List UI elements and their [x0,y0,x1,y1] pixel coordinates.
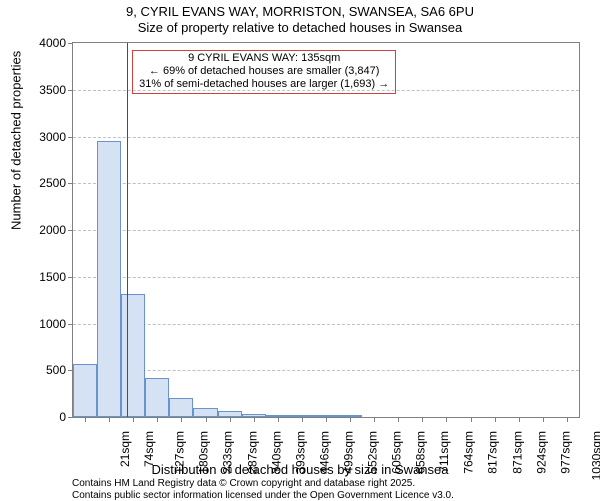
x-tick [422,417,423,422]
x-tick [181,417,182,422]
y-tick [68,43,73,44]
x-tick-label: 393sqm [293,431,307,474]
footer-line-2: Contains public sector information licen… [72,490,454,501]
y-tick-label: 3500 [39,83,66,97]
footer-line-1: Contains HM Land Registry data © Crown c… [72,478,454,490]
histogram-bar [121,294,145,417]
y-axis-label: Number of detached properties [9,51,24,230]
x-tick-label: 552sqm [366,431,380,474]
x-tick [398,417,399,422]
x-tick [206,417,207,422]
footer-attribution: Contains HM Land Registry data © Crown c… [72,478,454,501]
y-tick [68,324,73,325]
x-tick-label: 127sqm [173,431,187,474]
x-tick [471,417,472,422]
x-tick-label: 180sqm [197,431,211,474]
x-tick-label: 977sqm [558,431,572,474]
y-tick-label: 2500 [39,176,66,190]
histogram-bar [169,398,193,417]
x-tick [519,417,520,422]
x-tick-label: 499sqm [342,431,356,474]
x-tick-label: 340sqm [269,431,283,474]
x-tick-label: 1030sqm [589,431,600,480]
y-tick-label: 4000 [39,36,66,50]
x-tick [495,417,496,422]
x-tick-label: 446sqm [318,431,332,474]
x-tick [567,417,568,422]
chart-title-main: 9, CYRIL EVANS WAY, MORRISTON, SWANSEA, … [0,4,600,19]
x-tick [230,417,231,422]
x-tick [302,417,303,422]
y-tick [68,137,73,138]
y-tick-label: 1500 [39,270,66,284]
y-tick [68,417,73,418]
y-gridline [73,230,579,231]
x-tick-label: 287sqm [245,431,259,474]
x-tick [350,417,351,422]
x-tick-label: 817sqm [486,431,500,474]
y-tick [68,183,73,184]
x-tick-label: 764sqm [462,431,476,474]
y-gridline [73,137,579,138]
y-tick [68,90,73,91]
x-tick [133,417,134,422]
x-tick-label: 605sqm [390,431,404,474]
y-tick [68,277,73,278]
x-tick-label: 658sqm [414,431,428,474]
x-tick-label: 74sqm [142,431,156,467]
histogram-bar [145,378,169,417]
y-gridline [73,183,579,184]
y-gridline [73,324,579,325]
x-tick-label: 711sqm [437,431,451,473]
x-tick [326,417,327,422]
y-gridline [73,277,579,278]
x-tick [254,417,255,422]
annotation-line-1: 9 CYRIL EVANS WAY: 135sqm [139,52,389,65]
plot-area [72,42,580,418]
x-tick [446,417,447,422]
annotation-box: 9 CYRIL EVANS WAY: 135sqm ← 69% of detac… [132,50,396,94]
y-tick-label: 3000 [39,130,66,144]
x-tick [109,417,110,422]
x-tick [278,417,279,422]
x-tick [543,417,544,422]
histogram-bar [193,408,217,417]
x-tick-label: 233sqm [221,431,235,474]
y-gridline [73,370,579,371]
marker-line [127,43,128,417]
annotation-line-3: 31% of semi-detached houses are larger (… [139,78,389,91]
x-tick-label: 924sqm [534,431,548,474]
histogram-bar [97,141,121,417]
x-tick-label: 21sqm [118,431,132,467]
x-tick [85,417,86,422]
chart-container: 9, CYRIL EVANS WAY, MORRISTON, SWANSEA, … [0,0,600,500]
y-tick-label: 500 [46,363,66,377]
y-tick-label: 2000 [39,223,66,237]
chart-title-sub: Size of property relative to detached ho… [0,20,600,35]
histogram-bar [73,364,97,417]
y-tick-label: 1000 [39,317,66,331]
x-tick [157,417,158,422]
annotation-line-2: ← 69% of detached houses are smaller (3,… [139,65,389,78]
x-tick-label: 871sqm [510,431,524,474]
y-tick-label: 0 [59,410,66,424]
x-tick [374,417,375,422]
y-tick [68,230,73,231]
